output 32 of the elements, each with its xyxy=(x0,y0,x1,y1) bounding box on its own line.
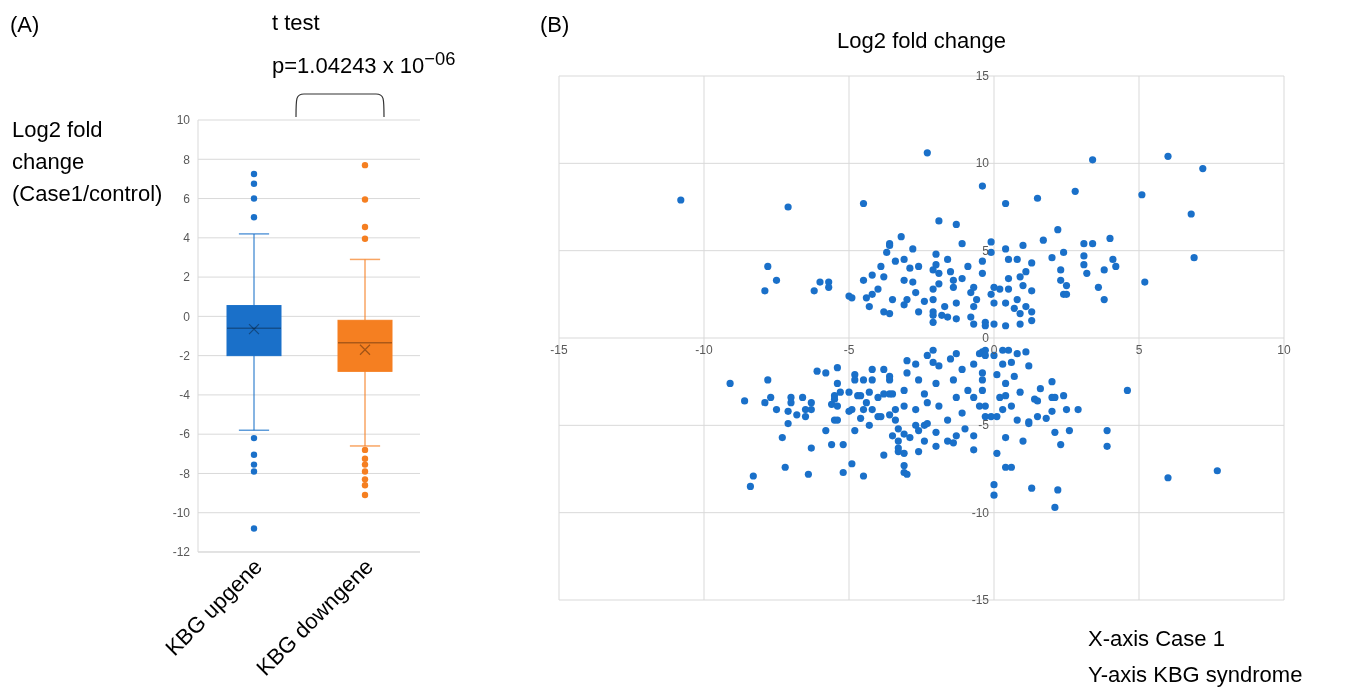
x-tick-label: -10 xyxy=(695,343,713,357)
y-tick-label: 0 xyxy=(982,331,990,345)
y-tick-label: 6 xyxy=(183,191,191,206)
text: p=1.04243 x 10$^{−06}$ xyxy=(272,48,456,80)
y-tick-label: -8 xyxy=(179,466,191,481)
y-tick-label: -5 xyxy=(978,418,990,433)
text: Y-axis KBG syndrome xyxy=(1088,662,1303,688)
y-tick-label: -6 xyxy=(179,427,191,442)
y-tick-label: 10 xyxy=(975,156,990,171)
text: (A) xyxy=(10,12,40,38)
y-tick-label: 5 xyxy=(982,243,990,258)
y-tick-label: 10 xyxy=(176,113,191,128)
y-tick-label: 4 xyxy=(183,231,191,246)
x-tick-label: -5 xyxy=(843,343,855,357)
y-tick-label: -4 xyxy=(179,388,191,403)
y-tick-label: -10 xyxy=(971,505,990,520)
y-tick-label: 0 xyxy=(183,309,191,324)
y-tick-label: -12 xyxy=(172,545,191,560)
y-tick-label: 15 xyxy=(975,69,990,83)
y-axis-title: Log2 fold change (Case1/control) xyxy=(12,116,164,208)
x-tick-label: 5 xyxy=(1135,343,1143,357)
y-tick-label: -2 xyxy=(179,348,191,363)
chart-title: Log2 fold change xyxy=(837,28,1006,53)
text: t test xyxy=(272,10,320,36)
text: (B) xyxy=(540,12,570,38)
y-tick-label: 8 xyxy=(183,152,191,167)
x-tick-label: 10 xyxy=(1277,343,1291,357)
y-tick-label: -10 xyxy=(172,505,191,520)
y-tick-label: -15 xyxy=(971,593,990,607)
y-tick-label: 2 xyxy=(183,270,191,285)
x-tick-label: -15 xyxy=(550,343,568,357)
text: X-axis Case 1 xyxy=(1088,626,1225,652)
